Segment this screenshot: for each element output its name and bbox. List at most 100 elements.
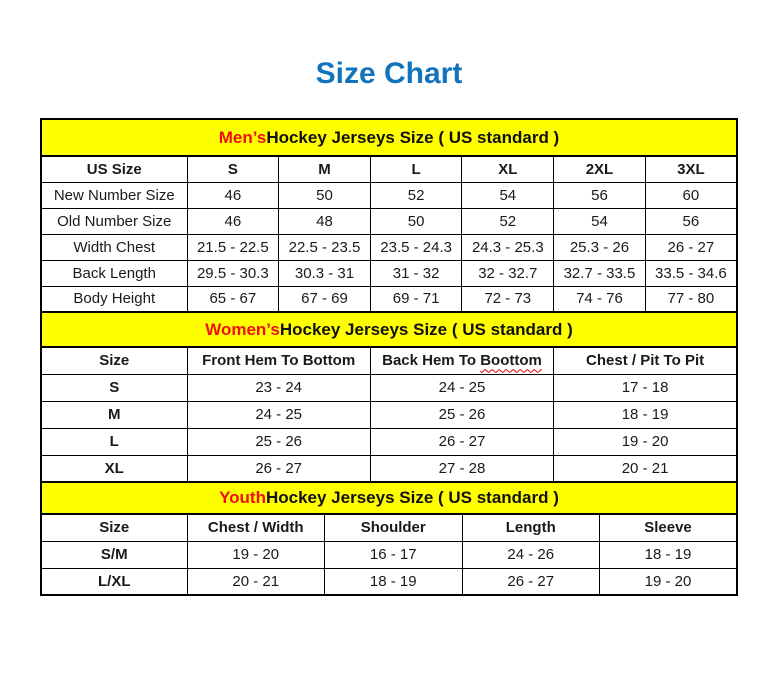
column-header-cell: Sleeve — [599, 513, 738, 542]
table-row: Width Chest 21.5 - 22.5 22.5 - 23.5 23.5 - … — [40, 233, 738, 261]
row-label-cell: L — [40, 427, 188, 456]
value-cell: 24.3 - 25.3 — [461, 233, 555, 261]
row-label-cell: XL — [40, 454, 188, 483]
value-cell: 18 - 19 — [553, 400, 738, 429]
value-cell: 31 - 32 — [369, 259, 463, 287]
row-label-cell: New Number Size — [40, 181, 188, 209]
value-cell: 16 - 17 — [324, 540, 463, 569]
row-label-cell: M — [40, 400, 188, 429]
value-cell: 22.5 - 23.5 — [278, 233, 371, 261]
men-size-table: US Size S M L XL 2XL 3XL New Number Size 46 50 52 5… — [40, 155, 738, 313]
value-cell: 19 - 20 — [186, 540, 325, 569]
value-cell: 50 — [278, 181, 371, 209]
value-cell: 74 - 76 — [553, 285, 646, 313]
table-row: New Number Size 46 50 52 54 56 60 — [40, 181, 738, 209]
value-cell: 52 — [369, 181, 463, 209]
column-header-cell: Front Hem To Bottom — [186, 346, 371, 375]
value-cell: 23 - 24 — [186, 373, 371, 402]
row-label-cell: Old Number Size — [40, 207, 188, 235]
women-size-table: Size Front Hem To Bottom Back Hem To Boott… — [40, 346, 738, 483]
section-heading-highlight: Youth — [219, 488, 266, 507]
section-youth: Youth Hockey Jerseys Size ( US standard … — [40, 481, 738, 596]
section-heading-men: Men’s Hockey Jerseys Size ( US standard … — [40, 118, 738, 157]
value-cell: 17 - 18 — [553, 373, 738, 402]
value-cell: 33.5 - 34.6 — [644, 259, 738, 287]
value-cell: 26 - 27 — [186, 454, 371, 483]
column-header-cell: L — [369, 155, 463, 183]
value-cell: 19 - 20 — [553, 427, 738, 456]
section-heading-rest: Hockey Jerseys Size ( US standard ) — [266, 127, 560, 147]
value-cell: 18 - 19 — [599, 540, 738, 569]
column-header-cell: Shoulder — [324, 513, 463, 542]
column-header-cell: XL — [461, 155, 555, 183]
size-chart-tables: Men’s Hockey Jerseys Size ( US standard … — [40, 118, 738, 596]
value-cell: 27 - 28 — [369, 454, 555, 483]
column-header-cell: S — [186, 155, 280, 183]
youth-size-table: Size Chest / Width Shoulder Length Sleeve S/M… — [40, 513, 738, 596]
value-cell: 24 - 26 — [461, 540, 600, 569]
column-header-cell: M — [278, 155, 371, 183]
table-row: L/XL 20 - 21 18 - 19 26 - 27 19 - 20 — [40, 567, 738, 596]
column-header-cell: 3XL — [644, 155, 738, 183]
row-label-cell: S — [40, 373, 188, 402]
value-cell: 32.7 - 33.5 — [553, 259, 646, 287]
section-heading-women: Women’s Hockey Jerseys Size ( US standar… — [40, 311, 738, 348]
value-cell: 18 - 19 — [324, 567, 463, 596]
page-title: Size Chart — [315, 57, 463, 90]
page: Size Chart Men’s Hockey Jerseys Size ( U… — [40, 57, 738, 596]
value-cell: 21.5 - 22.5 — [186, 233, 280, 261]
section-heading-highlight: Women’s — [205, 319, 280, 339]
header-row: US Size S M L XL 2XL 3XL — [40, 155, 738, 183]
section-heading-highlight: Men’s — [218, 127, 267, 147]
column-header-cell: US Size — [40, 155, 188, 183]
value-cell: 26 - 27 — [369, 427, 555, 456]
value-cell: 67 - 69 — [278, 285, 371, 313]
value-cell: 26 - 27 — [461, 567, 600, 596]
row-label-cell: Back Length — [40, 259, 188, 287]
value-cell: 19 - 20 — [599, 567, 738, 596]
section-heading-rest: Hockey Jerseys Size ( US standard ) — [279, 319, 573, 339]
table-row: L 25 - 26 26 - 27 19 - 20 — [40, 427, 738, 456]
value-cell: 25 - 26 — [186, 427, 371, 456]
column-header-cell: Back Hem To Boottom — [369, 346, 555, 375]
row-label-cell: Width Chest — [40, 233, 188, 261]
value-cell: 24 - 25 — [186, 400, 371, 429]
value-cell: 69 - 71 — [369, 285, 463, 313]
value-cell: 20 - 21 — [186, 567, 325, 596]
table-row: S/M 19 - 20 16 - 17 24 - 26 18 - 19 — [40, 540, 738, 569]
table-row: Body Height 65 - 67 67 - 69 69 - 71 72 - 73 7… — [40, 285, 738, 313]
section-heading-youth: Youth Hockey Jerseys Size ( US standard … — [40, 481, 738, 515]
value-cell: 30.3 - 31 — [278, 259, 371, 287]
section-heading-rest: Hockey Jerseys Size ( US standard ) — [265, 488, 559, 507]
column-header-cell: Size — [40, 513, 188, 542]
value-cell: 29.5 - 30.3 — [186, 259, 280, 287]
value-cell: 25 - 26 — [369, 400, 555, 429]
value-cell: 46 — [186, 181, 280, 209]
column-header-cell: Chest / Pit To Pit — [553, 346, 738, 375]
value-cell: 56 — [553, 181, 646, 209]
value-cell: 48 — [278, 207, 371, 235]
column-header-cell: Length — [461, 513, 600, 542]
value-cell: 65 - 67 — [186, 285, 280, 313]
value-cell: 23.5 - 24.3 — [369, 233, 463, 261]
section-men: Men’s Hockey Jerseys Size ( US standard … — [40, 118, 738, 313]
table-row: XL 26 - 27 27 - 28 20 - 21 — [40, 454, 738, 483]
section-women: Women’s Hockey Jerseys Size ( US standar… — [40, 311, 738, 483]
value-cell: 54 — [461, 181, 555, 209]
header-row: Size Front Hem To Bottom Back Hem To Boott… — [40, 346, 738, 375]
row-label-cell: L/XL — [40, 567, 188, 596]
header-row: Size Chest / Width Shoulder Length Sleeve — [40, 513, 738, 542]
value-cell: 46 — [186, 207, 280, 235]
misspelled-word: Boottom — [480, 352, 542, 370]
value-cell: 60 — [644, 181, 738, 209]
table-row: Back Length 29.5 - 30.3 30.3 - 31 31 - 32 32… — [40, 259, 738, 287]
value-cell: 25.3 - 26 — [553, 233, 646, 261]
value-cell: 77 - 80 — [644, 285, 738, 313]
value-cell: 52 — [461, 207, 555, 235]
column-header-cell: Chest / Width — [186, 513, 325, 542]
value-cell: 50 — [369, 207, 463, 235]
value-cell: 26 - 27 — [644, 233, 738, 261]
column-header-cell: Size — [40, 346, 188, 375]
value-cell: 72 - 73 — [461, 285, 555, 313]
table-row: Old Number Size 46 48 50 52 54 56 — [40, 207, 738, 235]
